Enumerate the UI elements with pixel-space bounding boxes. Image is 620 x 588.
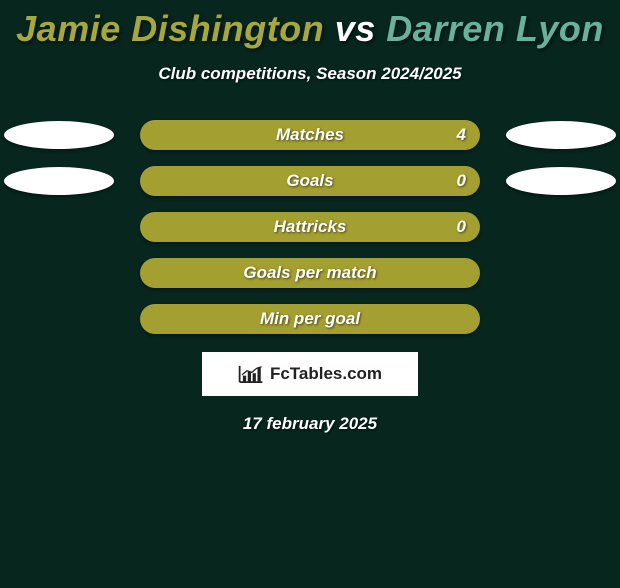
- title-player1: Jamie Dishington: [16, 8, 324, 49]
- stat-label: Hattricks: [274, 217, 347, 237]
- stat-label: Matches: [276, 125, 344, 145]
- stat-value: 4: [457, 125, 466, 145]
- stat-value: 0: [457, 217, 466, 237]
- title-player2: Darren Lyon: [386, 8, 604, 49]
- stat-rows: Matches 4 Goals 0 Hattricks 0 Goals per match M…: [0, 120, 620, 334]
- title-vs: vs: [335, 8, 376, 49]
- subtitle: Club competitions, Season 2024/2025: [0, 64, 620, 84]
- stat-value: 0: [457, 171, 466, 191]
- stat-row: Goals per match: [0, 258, 620, 288]
- left-ellipse: [4, 167, 114, 195]
- stat-bar: Matches 4: [140, 120, 480, 150]
- bar-chart-icon: [238, 363, 264, 385]
- stat-row: Hattricks 0: [0, 212, 620, 242]
- fctables-logo: FcTables.com: [202, 352, 418, 396]
- stat-bar: Goals 0: [140, 166, 480, 196]
- stat-label: Goals: [286, 171, 333, 191]
- stat-bar: Min per goal: [140, 304, 480, 334]
- stat-row: Goals 0: [0, 166, 620, 196]
- page-title: Jamie Dishington vs Darren Lyon: [0, 8, 620, 50]
- stat-bar: Goals per match: [140, 258, 480, 288]
- left-ellipse: [4, 121, 114, 149]
- stat-label: Min per goal: [260, 309, 360, 329]
- logo-text: FcTables.com: [270, 364, 382, 384]
- stat-row: Matches 4: [0, 120, 620, 150]
- stat-label: Goals per match: [243, 263, 376, 283]
- stat-bar: Hattricks 0: [140, 212, 480, 242]
- right-ellipse: [506, 167, 616, 195]
- right-ellipse: [506, 121, 616, 149]
- stat-row: Min per goal: [0, 304, 620, 334]
- date-label: 17 february 2025: [0, 414, 620, 434]
